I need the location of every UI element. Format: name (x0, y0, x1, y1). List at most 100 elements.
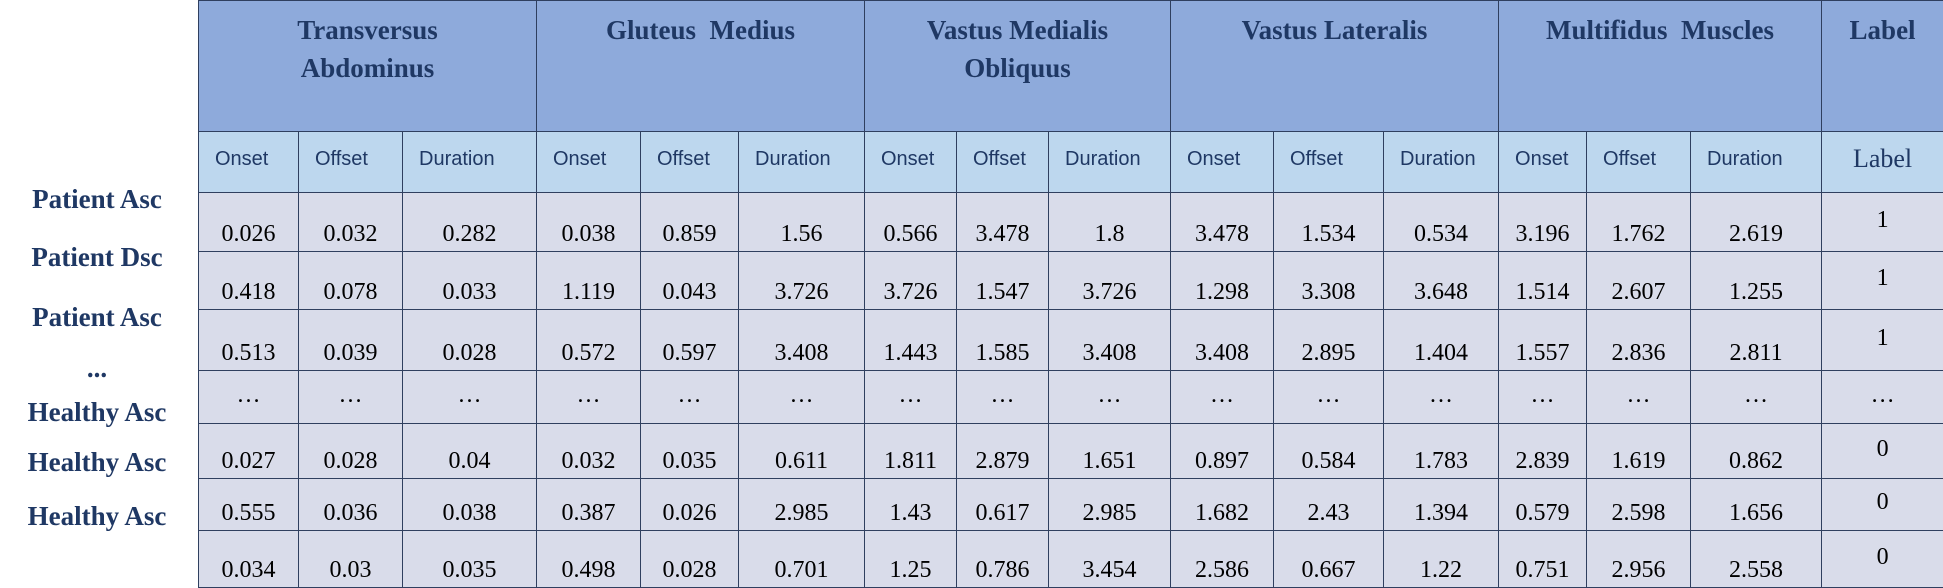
value-cell: … (1691, 371, 1822, 424)
value-cell: 1.585 (957, 310, 1049, 371)
sub-header: Offset (641, 132, 739, 193)
value-cell: 1.43 (865, 479, 957, 531)
group-header: Gluteus Medius (537, 1, 865, 132)
sub-header: Onset (1171, 132, 1274, 193)
value-cell: 2.586 (1171, 531, 1274, 588)
sub-header: Duration (1049, 132, 1171, 193)
row-label: Healthy Asc (0, 396, 194, 428)
value-cell: 0.028 (641, 531, 739, 588)
value-cell: … (1049, 371, 1171, 424)
table-row: ………………………………………… (199, 371, 1943, 424)
value-cell: 0.028 (403, 310, 537, 371)
sub-header: Duration (1384, 132, 1499, 193)
value-cell: 3.648 (1384, 252, 1499, 310)
sub-header: Offset (1274, 132, 1384, 193)
label-cell: 1 (1822, 193, 1943, 252)
value-cell: 0.862 (1691, 424, 1822, 479)
value-cell: 2.811 (1691, 310, 1822, 371)
value-cell: 1.298 (1171, 252, 1274, 310)
group-header-line: Multifidus Muscles (1499, 11, 1821, 49)
row-label: Healthy Asc (0, 500, 194, 532)
value-cell: 1.56 (739, 193, 865, 252)
value-cell: 0.026 (199, 193, 299, 252)
value-cell: … (1274, 371, 1384, 424)
value-cell: 1.394 (1384, 479, 1499, 531)
value-cell: 0.032 (537, 424, 641, 479)
value-cell: 0.078 (299, 252, 403, 310)
value-cell: … (199, 371, 299, 424)
value-cell: 2.619 (1691, 193, 1822, 252)
value-cell: 0.04 (403, 424, 537, 479)
sub-header: Onset (865, 132, 957, 193)
value-cell: 3.478 (957, 193, 1049, 252)
value-cell: 0.498 (537, 531, 641, 588)
value-cell: … (641, 371, 739, 424)
value-cell: 3.408 (1171, 310, 1274, 371)
value-cell: … (1499, 371, 1587, 424)
value-cell: … (1171, 371, 1274, 424)
value-cell: 1.656 (1691, 479, 1822, 531)
value-cell: 3.454 (1049, 531, 1171, 588)
value-cell: 0.039 (299, 310, 403, 371)
value-cell: 0.028 (299, 424, 403, 479)
value-cell: … (957, 371, 1049, 424)
label-cell: 1 (1822, 252, 1943, 310)
value-cell: 0.534 (1384, 193, 1499, 252)
label-cell: 1 (1822, 310, 1943, 371)
value-cell: 0.597 (641, 310, 739, 371)
value-cell: 0.032 (299, 193, 403, 252)
value-cell: 0.786 (957, 531, 1049, 588)
value-cell: … (403, 371, 537, 424)
value-cell: 2.956 (1587, 531, 1691, 588)
value-cell: … (739, 371, 865, 424)
row-label: Healthy Asc (0, 446, 194, 478)
label-cell: 0 (1822, 424, 1943, 479)
value-cell: 2.895 (1274, 310, 1384, 371)
value-cell: 3.308 (1274, 252, 1384, 310)
sub-header: Onset (199, 132, 299, 193)
value-cell: 1.811 (865, 424, 957, 479)
value-cell: 2.985 (1049, 479, 1171, 531)
sub-header: Offset (299, 132, 403, 193)
sub-header: Duration (1691, 132, 1822, 193)
label-sub-header: Label (1822, 132, 1943, 193)
value-cell: 2.836 (1587, 310, 1691, 371)
value-cell: 1.255 (1691, 252, 1822, 310)
label-cell: … (1822, 371, 1943, 424)
value-cell: 2.558 (1691, 531, 1822, 588)
sub-header: Duration (403, 132, 537, 193)
value-cell: … (299, 371, 403, 424)
value-cell: 0.667 (1274, 531, 1384, 588)
value-cell: 0.027 (199, 424, 299, 479)
value-cell: 0.751 (1499, 531, 1587, 588)
value-cell: 0.566 (865, 193, 957, 252)
sub-header: Onset (537, 132, 641, 193)
group-header-line: Vastus Medialis (865, 11, 1170, 49)
value-cell: 1.547 (957, 252, 1049, 310)
value-cell: 0.03 (299, 531, 403, 588)
value-cell: 0.611 (739, 424, 865, 479)
value-cell: 3.726 (739, 252, 865, 310)
value-cell: 3.408 (739, 310, 865, 371)
value-cell: 0.034 (199, 531, 299, 588)
value-cell: 3.726 (1049, 252, 1171, 310)
value-cell: 2.598 (1587, 479, 1691, 531)
value-cell: 1.651 (1049, 424, 1171, 479)
value-cell: 0.859 (641, 193, 739, 252)
value-cell: 0.617 (957, 479, 1049, 531)
group-header-line: Transversus (199, 11, 536, 49)
row-label: ... (0, 352, 194, 384)
value-cell: 1.557 (1499, 310, 1587, 371)
label-cell: 0 (1822, 479, 1943, 531)
value-cell: 3.478 (1171, 193, 1274, 252)
group-header-line: Abdominus (199, 49, 536, 87)
